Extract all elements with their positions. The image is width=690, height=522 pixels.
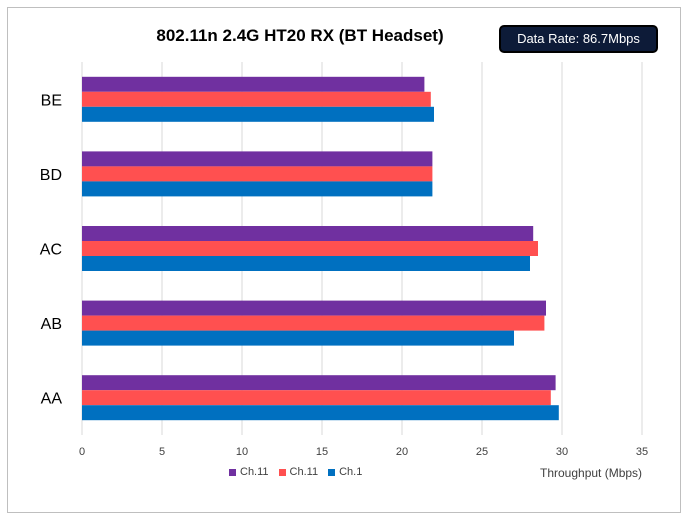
bar [82, 330, 514, 346]
bar [82, 226, 534, 241]
bar [82, 76, 425, 92]
legend-item: Ch.1 [328, 466, 362, 478]
legend-swatch [229, 468, 236, 476]
y-category-label: AC [40, 242, 62, 259]
bar [82, 241, 538, 256]
bar [82, 151, 433, 167]
bar [82, 256, 530, 271]
legend-label: Ch.1 [339, 466, 363, 478]
bar [82, 405, 559, 421]
x-tick-label: 5 [159, 446, 165, 458]
bar [82, 106, 434, 122]
x-tick-label: 30 [556, 446, 568, 458]
legend-label: Ch.11 [289, 466, 319, 478]
x-tick-label: 15 [316, 446, 328, 458]
x-tick-label: 10 [236, 446, 248, 458]
legend-label: Ch.11 [240, 466, 269, 478]
legend-item: Ch.11 [278, 466, 319, 478]
y-category-label: AA [41, 391, 63, 408]
chart-legend: Ch.11 Ch.11 Ch.1 [229, 466, 372, 478]
x-tick-label: 20 [396, 446, 408, 458]
x-axis-label: Throughput (Mbps) [540, 466, 643, 480]
x-tick-label: 0 [79, 446, 85, 458]
data-rate-badge: Data Rate: 86.7Mbps [499, 25, 658, 53]
chart-title: 802.11n 2.4G HT20 RX (BT Headset) [156, 26, 444, 45]
legend-item: Ch.11 [229, 466, 269, 478]
legend-swatch [278, 468, 286, 476]
bar [82, 375, 556, 391]
x-tick-label: 25 [476, 446, 488, 458]
bar [82, 390, 551, 406]
y-category-label: BE [41, 92, 62, 109]
y-category-label: AB [41, 316, 62, 333]
bar [82, 181, 433, 197]
x-tick-label: 35 [636, 446, 648, 458]
bar [82, 315, 545, 331]
bar [82, 166, 433, 182]
legend-swatch [328, 468, 336, 476]
y-category-label: BD [40, 167, 62, 184]
bar [82, 91, 431, 107]
bar [82, 300, 546, 316]
